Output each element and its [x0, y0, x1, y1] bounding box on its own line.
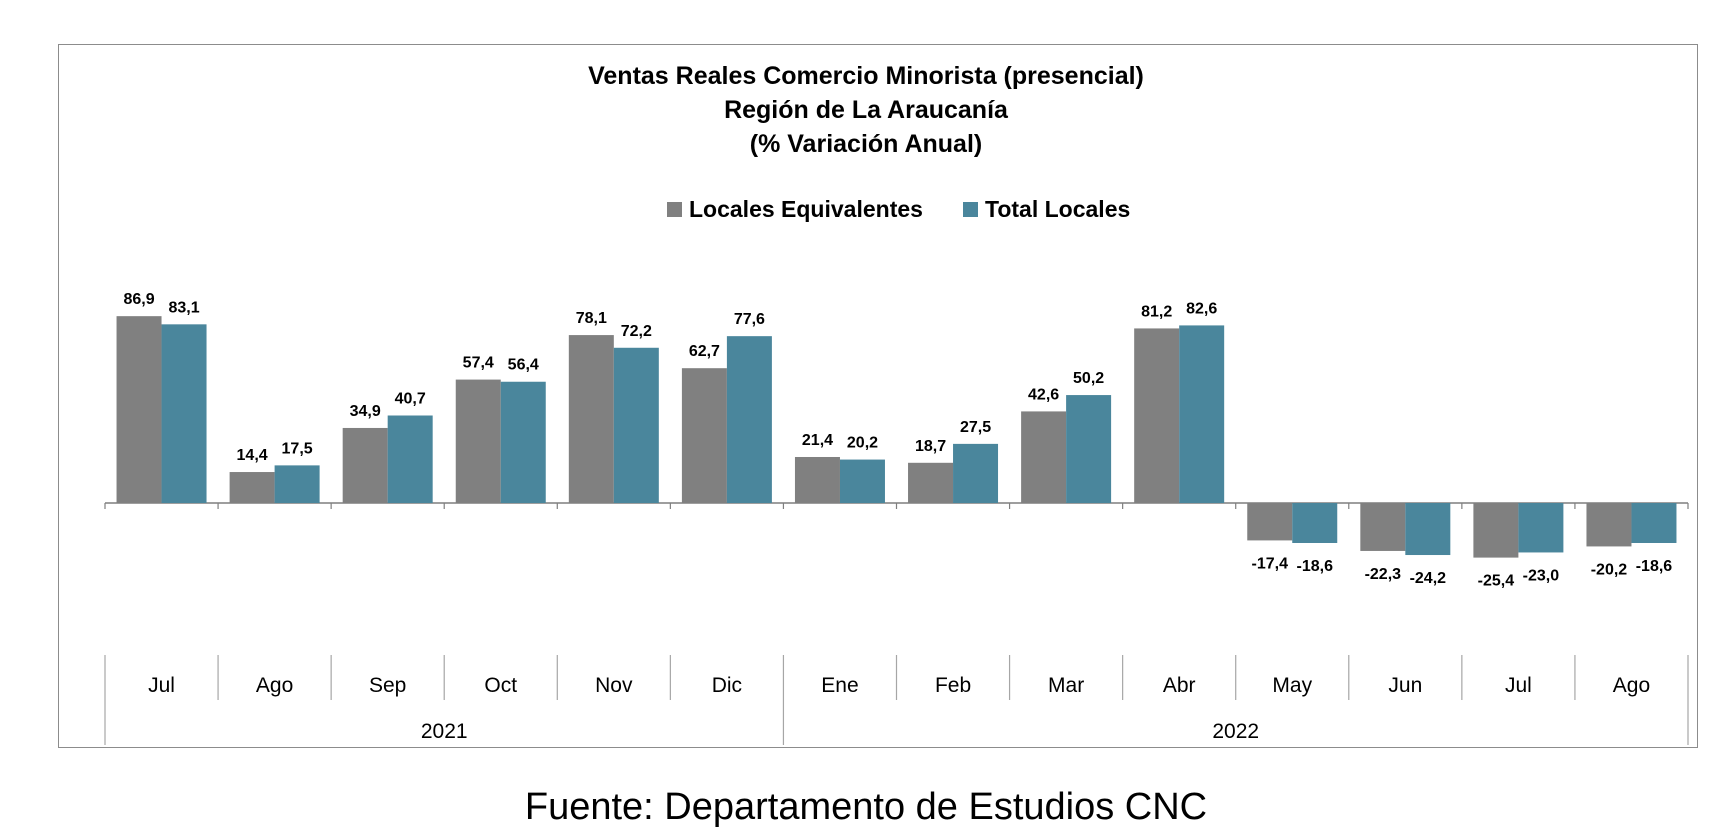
data-label: 77,6	[734, 311, 765, 328]
legend-item-locales-equivalentes: Locales Equivalentes	[667, 196, 923, 223]
bar-total-locales	[1292, 503, 1338, 543]
data-label: -20,2	[1591, 561, 1628, 578]
bar-locales-equivalentes	[342, 427, 388, 503]
chart-title-line-3: (% Variación Anual)	[749, 130, 983, 158]
x-tick-label: Nov	[595, 674, 633, 697]
chart-title-line-1: Ventas Reales Comercio Minorista (presen…	[588, 62, 1144, 90]
x-tick-label: Abr	[1163, 674, 1196, 697]
bar-locales-equivalentes	[1134, 328, 1180, 503]
bar-locales-equivalentes	[568, 335, 614, 503]
bar-locales-equivalentes	[1021, 411, 1067, 503]
data-label: 81,2	[1141, 303, 1172, 320]
data-label: 17,5	[282, 440, 313, 457]
data-label: 50,2	[1073, 370, 1104, 387]
bar-total-locales	[953, 443, 999, 503]
data-label: -24,2	[1410, 570, 1447, 587]
bar-total-locales	[500, 381, 546, 503]
data-label: -17,4	[1252, 555, 1289, 572]
data-label: 72,2	[621, 323, 652, 340]
source-note: Fuente: Departamento de Estudios CNC	[524, 786, 1208, 828]
x-tick-label: Oct	[484, 674, 517, 697]
x-tick-label: Jul	[1505, 674, 1532, 697]
data-label: 57,4	[463, 355, 494, 372]
bar-total-locales	[387, 415, 433, 503]
year-group-label: 2022	[1212, 720, 1259, 743]
year-group-label: 2021	[421, 720, 468, 743]
data-label: 42,6	[1028, 386, 1059, 403]
data-label: 40,7	[395, 390, 426, 407]
data-label: -18,6	[1636, 558, 1673, 575]
bar-locales-equivalentes	[908, 462, 954, 503]
bar-locales-equivalentes	[229, 472, 275, 503]
x-tick-label: Feb	[935, 674, 971, 697]
chart-title-line-2: Región de La Araucanía	[724, 96, 1008, 124]
data-label: 82,6	[1186, 300, 1217, 317]
x-tick-label: Ene	[821, 674, 858, 697]
legend-swatch-gray	[667, 202, 682, 217]
bar-locales-equivalentes	[1360, 503, 1406, 551]
data-label: -22,3	[1365, 566, 1402, 583]
data-label: -25,4	[1478, 573, 1515, 590]
bar-total-locales	[1066, 395, 1112, 503]
x-tick-label: Jun	[1388, 674, 1422, 697]
x-tick-label: Ago	[256, 674, 293, 697]
bar-total-locales	[726, 336, 772, 503]
bar-total-locales	[274, 465, 320, 503]
bar-total-locales	[1179, 325, 1225, 503]
bar-total-locales	[613, 347, 659, 503]
bar-total-locales	[161, 324, 207, 503]
bar-locales-equivalentes	[1586, 503, 1632, 547]
data-label: 62,7	[689, 343, 720, 360]
data-label: 21,4	[802, 432, 833, 449]
data-label: 14,4	[237, 447, 268, 464]
x-tick-label: May	[1272, 674, 1312, 697]
bar-total-locales	[1631, 503, 1677, 543]
x-tick-label: Jul	[148, 674, 175, 697]
data-label: 34,9	[350, 403, 381, 420]
bar-locales-equivalentes	[1247, 503, 1293, 541]
bar-total-locales	[1518, 503, 1564, 553]
x-tick-label: Dic	[712, 674, 742, 697]
x-tick-label: Mar	[1048, 674, 1084, 697]
data-label: -18,6	[1297, 558, 1334, 575]
data-label: 27,5	[960, 419, 991, 436]
bar-locales-equivalentes	[1473, 503, 1519, 558]
data-label: 18,7	[915, 438, 946, 455]
bar-locales-equivalentes	[794, 456, 840, 503]
data-label: 83,1	[168, 299, 199, 316]
data-label: 20,2	[847, 435, 878, 452]
legend-label-locales-equivalentes: Locales Equivalentes	[689, 196, 923, 222]
data-label: 78,1	[576, 310, 607, 327]
legend-label-total-locales: Total Locales	[985, 196, 1131, 222]
bar-locales-equivalentes	[116, 316, 162, 503]
bar-locales-equivalentes	[681, 368, 727, 503]
bar-total-locales	[1405, 503, 1451, 556]
data-label: 86,9	[123, 291, 154, 308]
data-label: -23,0	[1523, 567, 1560, 584]
x-tick-label: Sep	[369, 674, 406, 697]
legend-item-total-locales: Total Locales	[963, 196, 1130, 223]
legend-swatch-teal	[963, 202, 978, 217]
bar-total-locales	[839, 459, 885, 503]
chart-frame	[58, 44, 1698, 748]
bar-locales-equivalentes	[455, 379, 501, 503]
data-label: 56,4	[508, 357, 539, 374]
x-tick-label: Ago	[1613, 674, 1650, 697]
